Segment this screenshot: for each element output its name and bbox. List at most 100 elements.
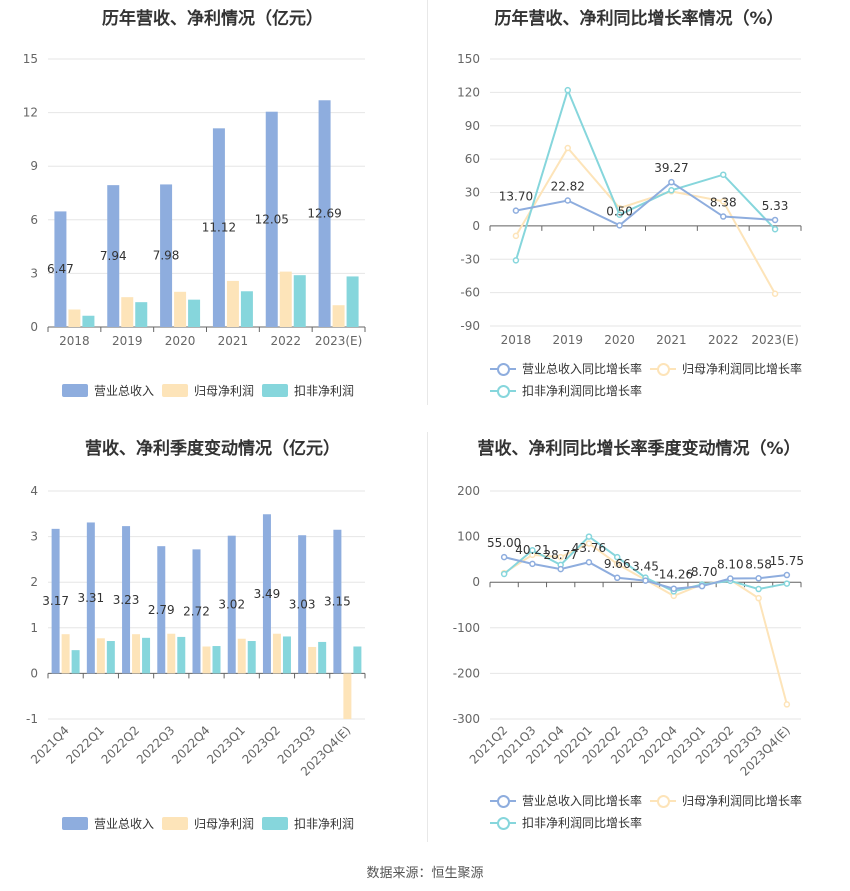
bar	[135, 302, 148, 327]
series-point	[557, 553, 564, 561]
bar	[279, 271, 292, 327]
y-tick-label: 15	[23, 52, 38, 66]
bar	[142, 637, 151, 674]
x-tick-label: 2020	[165, 334, 196, 348]
legend-swatch	[162, 817, 188, 830]
bar	[157, 546, 166, 674]
series-line	[515, 180, 776, 227]
legend-item-deducted-profit-growth[interactable]: 扣非净利润同比增长率	[490, 814, 642, 831]
series-line	[515, 146, 776, 295]
x-tick-label: 2022	[708, 333, 739, 347]
series-point	[720, 171, 727, 178]
bar	[333, 529, 342, 674]
data-source-note: 数据来源：恒生聚源	[366, 866, 484, 881]
bar	[298, 535, 307, 674]
x-tick-label: 2021	[218, 334, 249, 348]
x-tick-label: 2020	[604, 333, 635, 347]
quarterly-values-chart: 营收、净利季度变动情况（亿元） -1 0 1 2 3 4 2021Q4 2022Q1 2022Q…	[0, 428, 425, 848]
legend-swatch	[490, 362, 516, 376]
chart-title: 营收、净利季度变动情况（亿元）	[85, 439, 340, 459]
series-point	[771, 225, 779, 233]
data-label: 39.27	[654, 161, 688, 175]
bar	[308, 646, 317, 674]
y-tick-label: 3	[30, 266, 38, 280]
legend-label: 扣非净利润	[294, 384, 355, 398]
y-tick-label: 30	[465, 186, 480, 200]
y-tick-label: 90	[465, 119, 480, 133]
bar	[188, 299, 201, 327]
legend-item-revenue-growth[interactable]: 营业总收入同比增长率	[490, 360, 642, 377]
legend-label: 营业总收入同比增长率	[522, 794, 643, 808]
x-tick-label: 2023(E)	[315, 334, 362, 348]
data-label: 12.05	[255, 212, 289, 226]
data-label: 3.17	[42, 594, 69, 608]
bar	[265, 111, 278, 327]
x-tick-label: 2022Q1	[63, 723, 107, 767]
y-tick-label: 0	[30, 320, 38, 334]
legend-item-net-profit-growth[interactable]: 归母净利润同比增长率	[650, 792, 802, 809]
legend-item-revenue[interactable]: 营业总收入	[62, 815, 154, 832]
data-label: 28.77	[544, 548, 578, 562]
series-point	[755, 575, 762, 582]
x-tick-label: 2018	[501, 333, 532, 347]
legend-item-revenue-growth[interactable]: 营业总收入同比增长率	[490, 792, 642, 809]
bar	[272, 633, 281, 674]
legend-item-net-profit[interactable]: 归母净利润	[162, 382, 254, 399]
legend-label: 营业总收入	[94, 384, 155, 398]
bar	[353, 646, 362, 674]
legend-item-net-profit-growth[interactable]: 归母净利润同比增长率	[650, 360, 802, 377]
data-label: 13.70	[499, 190, 533, 204]
annual-values-chart: 历年营收、净利情况（亿元） 0 3 6 9 12 15 2018 2019 2020 2021 20…	[0, 0, 425, 415]
y-tick-label: 100	[457, 530, 480, 544]
bar	[51, 528, 60, 674]
legend-label: 扣非净利润同比增长率	[522, 384, 643, 398]
bar	[318, 641, 327, 674]
legend-item-revenue[interactable]: 营业总收入	[62, 382, 154, 399]
series-point	[564, 86, 571, 94]
y-tick-label: 6	[30, 213, 38, 227]
legend-label: 营业总收入同比增长率	[522, 362, 643, 376]
legend-item-deducted-profit[interactable]: 扣非净利润	[262, 382, 354, 399]
series-point	[727, 575, 734, 582]
bar	[212, 646, 221, 674]
series-point	[613, 553, 621, 561]
legend-swatch	[490, 794, 516, 808]
y-tick-label: 12	[23, 106, 38, 120]
y-tick-label: 0	[472, 219, 480, 233]
y-tick-label: -200	[453, 666, 480, 680]
x-tick-label: 2023Q2	[239, 723, 283, 767]
data-label: 12.69	[307, 207, 341, 221]
x-tick-label: 2019	[552, 333, 583, 347]
bar	[68, 309, 81, 327]
series-point	[755, 585, 762, 593]
legend-swatch	[262, 817, 288, 830]
bar	[167, 633, 176, 674]
chart-title: 历年营收、净利情况（亿元）	[102, 9, 323, 29]
series-point	[698, 582, 706, 590]
data-label: 7.98	[153, 249, 180, 263]
legend-swatch	[62, 384, 88, 397]
y-tick-label: 150	[457, 52, 480, 66]
legend: 营业总收入同比增长率 归母净利润同比增长率 扣非净利润同比增长率	[428, 360, 850, 404]
y-tick-label: -100	[453, 621, 480, 635]
series-point	[613, 560, 621, 568]
x-tick-label: 2021	[656, 333, 687, 347]
data-label: 0.50	[606, 204, 633, 218]
data-label: 9.66	[604, 557, 631, 571]
data-label: 8.38	[710, 196, 737, 210]
legend-item-deducted-profit[interactable]: 扣非净利润	[262, 815, 354, 832]
bar	[132, 634, 141, 674]
bar	[192, 549, 201, 674]
series-point	[783, 580, 791, 587]
series-point	[557, 565, 564, 573]
series-point	[720, 198, 727, 205]
bar	[226, 280, 239, 327]
data-label: -8.70	[687, 565, 718, 579]
series-point	[529, 547, 536, 554]
series-point	[771, 290, 779, 297]
y-tick-label: 2	[30, 575, 38, 589]
legend-item-net-profit[interactable]: 归母净利润	[162, 815, 254, 832]
legend-item-deducted-profit-growth[interactable]: 扣非净利润同比增长率	[490, 382, 642, 399]
data-label: 15.75	[770, 554, 804, 568]
y-tick-label: 1	[30, 621, 38, 635]
